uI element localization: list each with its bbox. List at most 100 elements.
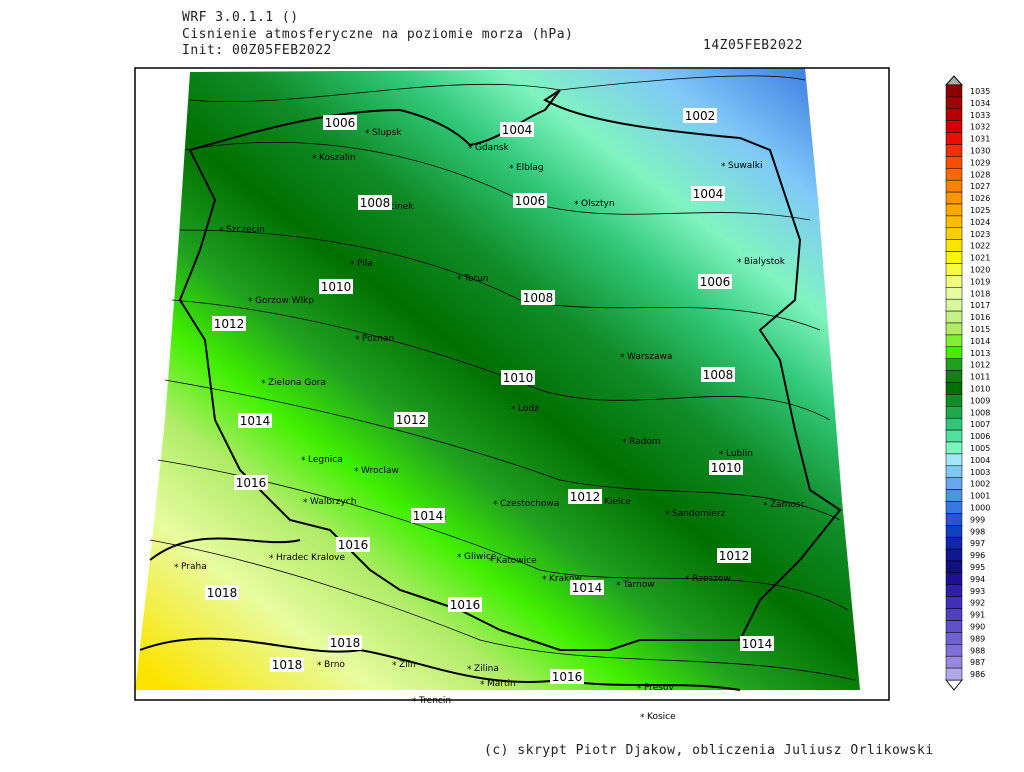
city-marker: * [457, 275, 462, 285]
city-label: Kosice [647, 712, 676, 722]
city-label: Krakow [549, 574, 582, 584]
isobar-label-bg [448, 597, 482, 612]
city-marker: * [392, 661, 397, 671]
colorbar-label: 1013 [970, 349, 990, 358]
city-label: Bialystok [744, 257, 786, 267]
map-frame [134, 67, 890, 701]
colorbar-cell [945, 156, 963, 169]
city-marker: * [174, 563, 179, 573]
isobar-label-bg [500, 122, 534, 137]
colorbar-label: 1008 [970, 408, 990, 417]
colorbar-label: 1003 [970, 468, 990, 477]
colorbar-cell [945, 513, 963, 526]
city-marker: * [640, 713, 645, 723]
isobar-label-bg [521, 290, 555, 305]
colorbar-cell [945, 465, 963, 478]
colorbar-label: 1005 [970, 444, 990, 453]
colorbar-cell [945, 334, 963, 348]
colorbar-label: 1035 [970, 87, 990, 96]
city-marker: * [248, 297, 253, 307]
city-label: Radom [629, 437, 661, 447]
colorbar-cell [945, 203, 963, 217]
colorbar-cell [945, 346, 963, 359]
isobar-label-bg [701, 367, 735, 382]
city-marker: * [261, 379, 266, 389]
colorbar-cell [945, 644, 963, 657]
isobar-label-bg [238, 413, 272, 428]
colorbar-cell [945, 667, 963, 681]
city-marker: * [616, 581, 621, 591]
colorbar-label: 1021 [970, 254, 990, 263]
city-marker: * [493, 500, 498, 510]
city-label: Lublin [726, 449, 753, 459]
isobar-label-bg [717, 548, 751, 563]
city-label: Torun [463, 274, 489, 284]
colorbar-label: 1017 [970, 301, 990, 310]
city-label: Tarnow [622, 580, 655, 590]
city-marker: * [457, 553, 462, 563]
isobar-label: 1002 [685, 109, 716, 123]
city-marker: * [620, 353, 625, 363]
city-label: Suwalki [728, 161, 763, 171]
colorbar-label: 1018 [970, 289, 990, 298]
city-label: Katowice [496, 556, 537, 566]
colorbar-label: 990 [970, 622, 985, 631]
city-marker: * [365, 129, 370, 139]
colorbar-label: 1034 [970, 99, 990, 108]
colorbar-label: 1011 [970, 373, 990, 382]
city-marker: * [637, 684, 642, 694]
colorbar-label: 999 [970, 515, 985, 524]
colorbar-label: 1024 [970, 218, 990, 227]
colorbar-cell [945, 263, 963, 276]
isobar-label: 1008 [523, 291, 554, 305]
colorbar-label: 1015 [970, 325, 990, 334]
colorbar-label: 991 [970, 611, 985, 620]
colorbar-label: 986 [970, 670, 985, 679]
colorbar-cell [945, 417, 963, 431]
city-label: Walbrzych [310, 497, 356, 507]
isobar-label: 1004 [693, 187, 724, 201]
city-marker: * [301, 456, 306, 466]
city-label: Lodz [518, 404, 539, 414]
colorbar-cell [945, 168, 963, 181]
borders [139, 89, 842, 691]
colorbar: 1035 1034 1033 1032 1031 1030 1029 1028 1027 1026… [944, 75, 990, 691]
isobar-label-bg [568, 489, 602, 504]
isobar-label: 1006 [700, 275, 731, 289]
city-label: Hradec Kralove [276, 553, 345, 563]
colorbar-cell [945, 120, 963, 133]
colorbar-cell [945, 191, 963, 205]
colorbar-cell [945, 96, 963, 110]
colorbar-label: 1031 [970, 135, 990, 144]
colorbar-label: 1022 [970, 242, 990, 251]
isobar-label-bg [740, 636, 774, 651]
footer: (c) skrypt Piotr Djakow, obliczenia Juli… [484, 743, 934, 758]
city-label: Zielona Gora [268, 378, 326, 388]
isobar-label: 1006 [515, 194, 546, 208]
cities: Slupsk*Gdansk*Koszalin*Elblag*Szczecinek… [174, 128, 806, 723]
field: Cisnienie atmosferyczne na poziomie morz… [182, 27, 573, 42]
city-marker: * [317, 661, 322, 671]
city-marker: * [269, 554, 274, 564]
isobar-label-bg [411, 508, 445, 523]
colorbar-label: 1004 [970, 456, 990, 465]
city-marker: * [412, 697, 417, 707]
colorbar-cell [945, 108, 963, 121]
colorbar-label: 1009 [970, 396, 990, 405]
city-marker: * [355, 335, 360, 345]
isobar-label-bg [570, 580, 604, 595]
colorbar-cell [945, 525, 963, 538]
colorbar-cell [945, 239, 963, 252]
colorbar-cell [945, 548, 963, 562]
colorbar-cell [945, 453, 963, 467]
colorbar-cell [945, 358, 963, 371]
colorbar-label: 1023 [970, 230, 990, 239]
city-marker: * [622, 438, 627, 448]
isobar-label: 1012 [719, 549, 750, 563]
colorbar-cell [945, 584, 963, 597]
isobar-label-bg [234, 475, 268, 490]
city-marker: * [665, 510, 670, 520]
colorbar-label: 1032 [970, 123, 990, 132]
colorbar-label: 1010 [970, 384, 990, 393]
